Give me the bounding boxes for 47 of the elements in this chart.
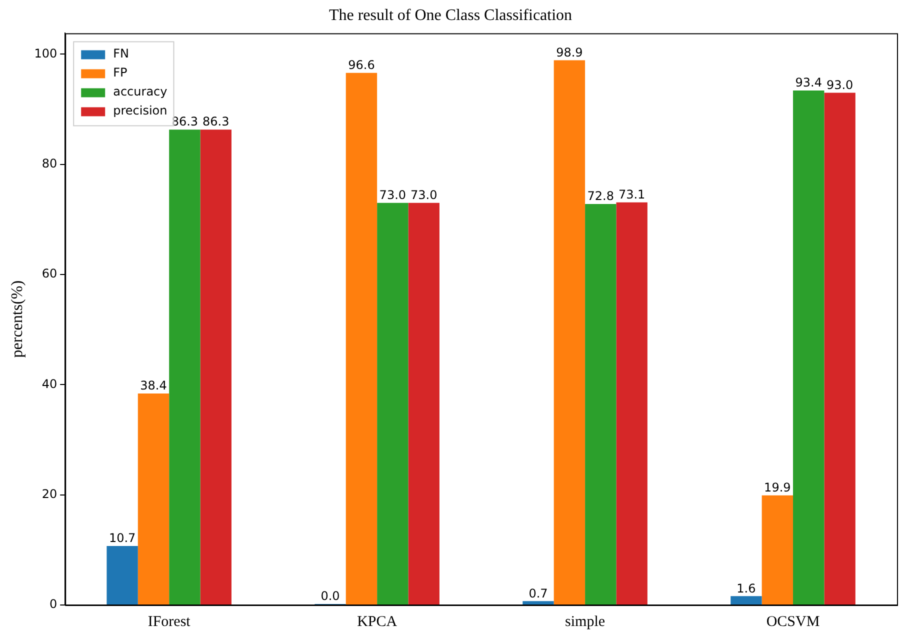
legend-label: FP [113, 65, 128, 80]
x-tick-label: KPCA [357, 614, 398, 630]
y-tick-label: 80 [42, 156, 58, 170]
bar [762, 495, 794, 604]
data-label: 1.6 [736, 581, 756, 596]
bar [585, 204, 616, 604]
bar [169, 130, 200, 604]
bar [138, 393, 170, 604]
bar [824, 92, 856, 604]
legend-label: precision [113, 103, 168, 118]
bar [616, 202, 648, 604]
data-label: 0.0 [320, 589, 340, 604]
y-axis-title: percents(%) [8, 280, 26, 358]
x-tick-label: simple [565, 614, 606, 630]
y-tick-label: 60 [42, 266, 58, 281]
legend-label: accuracy [113, 84, 168, 98]
x-tick-label: OCSVM [766, 614, 820, 630]
bar [346, 72, 378, 604]
bar [106, 546, 138, 604]
data-label: 96.6 [348, 58, 375, 72]
y-tick-label: 40 [42, 376, 58, 391]
data-label: 93.4 [795, 76, 822, 90]
data-label: 73.1 [618, 187, 646, 202]
bar [554, 60, 586, 604]
data-label: 10.7 [108, 531, 136, 546]
bar [793, 90, 824, 604]
y-tick-label: 0 [49, 597, 58, 612]
data-label: 98.9 [556, 45, 583, 60]
data-label: 73.0 [410, 188, 438, 202]
data-label: 0.7 [528, 586, 548, 600]
bar [730, 596, 762, 604]
x-tick-label: IForest [148, 614, 192, 630]
data-label: 93.0 [826, 78, 854, 92]
data-label: 72.8 [587, 189, 614, 204]
chart-title: The result of One Class Classification [328, 6, 572, 24]
data-label: 73.0 [379, 188, 406, 202]
data-label: 38.4 [140, 378, 167, 393]
legend-label: FN [113, 46, 129, 60]
bar [377, 202, 408, 604]
y-tick-label: 20 [42, 486, 58, 501]
data-label: 86.3 [171, 114, 198, 129]
y-tick-label: 100 [34, 46, 58, 60]
data-label: 19.9 [764, 480, 791, 494]
bar [522, 601, 554, 604]
bar [408, 202, 440, 604]
data-label: 86.3 [202, 114, 230, 129]
bar [200, 130, 232, 604]
